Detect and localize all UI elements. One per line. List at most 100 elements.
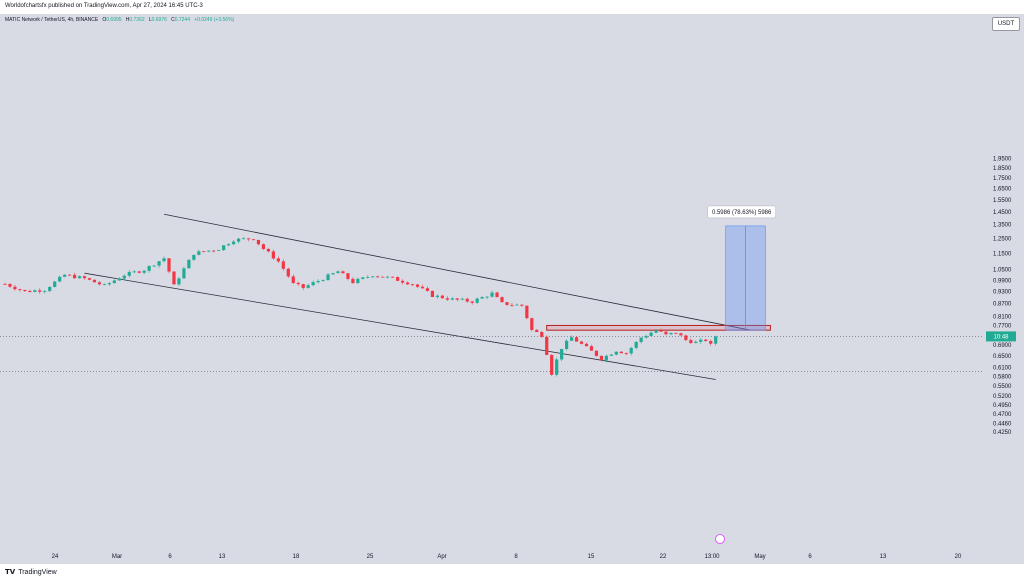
- low-value: 0.6976: [151, 17, 167, 23]
- candle-body: [33, 290, 37, 293]
- candle-body: [356, 278, 360, 284]
- candle-body: [530, 318, 534, 330]
- x-tick-label: 13: [219, 554, 226, 560]
- brand-name: TradingView: [18, 569, 57, 576]
- y-tick-label: 0.4250: [993, 430, 1012, 436]
- resistance-zone: [546, 324, 771, 331]
- candle-body: [560, 348, 564, 360]
- candle-body: [679, 333, 683, 336]
- candle-body: [654, 330, 658, 333]
- candle-body: [351, 278, 355, 284]
- candle-body: [714, 336, 718, 344]
- candle-body: [246, 238, 251, 240]
- channel-lower-line: [84, 272, 716, 380]
- close-value: 0.7244: [174, 17, 190, 23]
- candle-body: [420, 286, 425, 289]
- candle-body: [569, 337, 574, 341]
- candle-body: [376, 276, 380, 278]
- tradingview-logo[interactable]: TV TradingView: [5, 568, 57, 576]
- x-tick-label: May: [754, 554, 765, 560]
- candle-body: [321, 280, 325, 281]
- candle-body: [177, 278, 181, 285]
- candle-body: [236, 238, 241, 242]
- high-value: 0.7362: [129, 17, 145, 23]
- candle-body: [261, 244, 266, 249]
- candle-body: [619, 351, 623, 354]
- overlay: 0.5986 (78.63%) 5986 10:48: [707, 205, 1016, 544]
- candle-body: [127, 271, 131, 276]
- candle-body: [77, 276, 82, 279]
- chart-drawings: [0, 213, 984, 380]
- y-tick-label: 0.7700: [993, 323, 1012, 329]
- candle-body: [137, 271, 141, 273]
- price-scale[interactable]: [984, 14, 1024, 549]
- candle-body: [565, 340, 569, 349]
- candle-body: [669, 332, 673, 335]
- y-tick-label: 0.5800: [993, 374, 1012, 380]
- candle-body: [58, 276, 62, 282]
- candle-body: [594, 350, 599, 356]
- candle-body: [132, 271, 136, 273]
- candle-body: [550, 354, 554, 375]
- candle-body: [381, 276, 385, 278]
- candle-body: [579, 341, 584, 344]
- candle-body: [331, 273, 335, 275]
- candle-body: [460, 298, 464, 300]
- x-tick-label: 13: [880, 554, 887, 560]
- candle-body: [435, 295, 439, 297]
- current-price-tag: [986, 331, 1016, 342]
- close-label: C: [171, 17, 175, 23]
- candle-body: [241, 238, 246, 240]
- candle-body: [689, 340, 693, 344]
- x-tick-label: 8: [514, 554, 518, 560]
- candle-body: [291, 276, 295, 283]
- candle-body: [48, 286, 52, 291]
- candle-body: [53, 281, 57, 287]
- x-tick-label: 6: [168, 554, 172, 560]
- x-tick-label: Apr: [437, 554, 446, 560]
- x-tick-label: 20: [955, 554, 962, 560]
- candle-body: [72, 274, 77, 279]
- candle-body: [142, 270, 146, 273]
- candle-body: [276, 258, 280, 262]
- candle-body: [326, 274, 330, 281]
- currency-button[interactable]: USDT: [992, 17, 1020, 31]
- candle-body: [281, 261, 285, 269]
- candle-body: [480, 297, 484, 299]
- candle-body: [187, 259, 191, 269]
- candle-body: [311, 282, 315, 286]
- candle-body: [674, 332, 678, 334]
- candle-body: [694, 341, 698, 344]
- y-tick-label: 1.1500: [993, 251, 1012, 257]
- candle-body: [470, 301, 474, 303]
- candle-body: [301, 284, 305, 288]
- candle-body: [296, 282, 300, 285]
- candle-body: [500, 297, 504, 303]
- candle-body: [23, 289, 27, 291]
- candle-body: [336, 271, 340, 274]
- y-tick-label: 0.6900: [993, 343, 1012, 349]
- candle-body: [82, 276, 87, 279]
- candle-body: [192, 254, 196, 260]
- candle-body: [107, 283, 111, 285]
- candle-body: [157, 261, 161, 266]
- publisher-bar: Worldofchartsfx published on TradingView…: [0, 0, 1024, 14]
- candle-body: [197, 251, 201, 255]
- candle-body: [68, 274, 72, 276]
- change-value: +0.0249 (+3.56%): [194, 17, 235, 23]
- candle-body: [346, 273, 350, 279]
- candle-body: [371, 276, 375, 278]
- candle-body: [8, 284, 12, 287]
- candle-body: [147, 265, 151, 271]
- x-tick-label: 25: [367, 554, 374, 560]
- publisher-text: Worldofchartsfx published on TradingView…: [5, 3, 203, 9]
- candle-body: [624, 353, 628, 354]
- event-marker-icon: [715, 534, 725, 544]
- y-tick-label: 0.8100: [993, 314, 1012, 320]
- candle-body: [102, 284, 106, 286]
- symbol-name: MATIC Network / TetherUS, 4h, BINANCE: [5, 17, 99, 23]
- candle-body: [495, 292, 499, 298]
- candle-body: [63, 274, 67, 277]
- chart-area[interactable]: [0, 14, 1024, 564]
